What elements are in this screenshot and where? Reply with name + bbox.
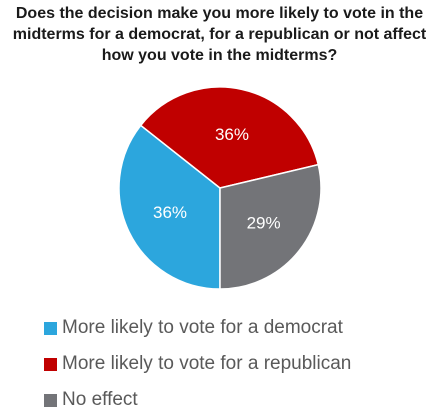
chart-legend: More likely to vote for a democrat More … [44, 310, 351, 418]
chart-title-line-3: how you vote in the midterms? [101, 47, 338, 64]
pie-label-republican: 36% [215, 125, 249, 144]
legend-swatch-republican [44, 357, 57, 371]
pie-slice-no-effect [219, 163, 322, 290]
legend-label-no-effect: No effect [62, 389, 138, 410]
legend-item-no-effect: No effect [44, 382, 351, 418]
legend-item-republican: More likely to vote for a republican [44, 346, 351, 382]
pie-slice-democrat [118, 124, 221, 290]
chart-title: Does the decision make you more likely t… [6, 3, 433, 66]
pie-label-no-effect: 29% [247, 213, 281, 232]
legend-item-democrat: More likely to vote for a democrat [44, 310, 351, 346]
chart-title-line-2: midterms for a democrat, for a republica… [12, 26, 427, 43]
legend-swatch-no-effect [44, 393, 57, 407]
pie-chart: 36% 36% 29% [118, 86, 322, 290]
pie-label-democrat: 36% [153, 203, 187, 222]
legend-swatch-democrat [44, 321, 57, 335]
legend-label-republican: More likely to vote for a republican [62, 353, 352, 374]
pie-slice-republican [139, 86, 320, 189]
legend-label-democrat: More likely to vote for a democrat [62, 317, 343, 338]
chart-title-line-1: Does the decision make you more likely t… [15, 5, 424, 22]
